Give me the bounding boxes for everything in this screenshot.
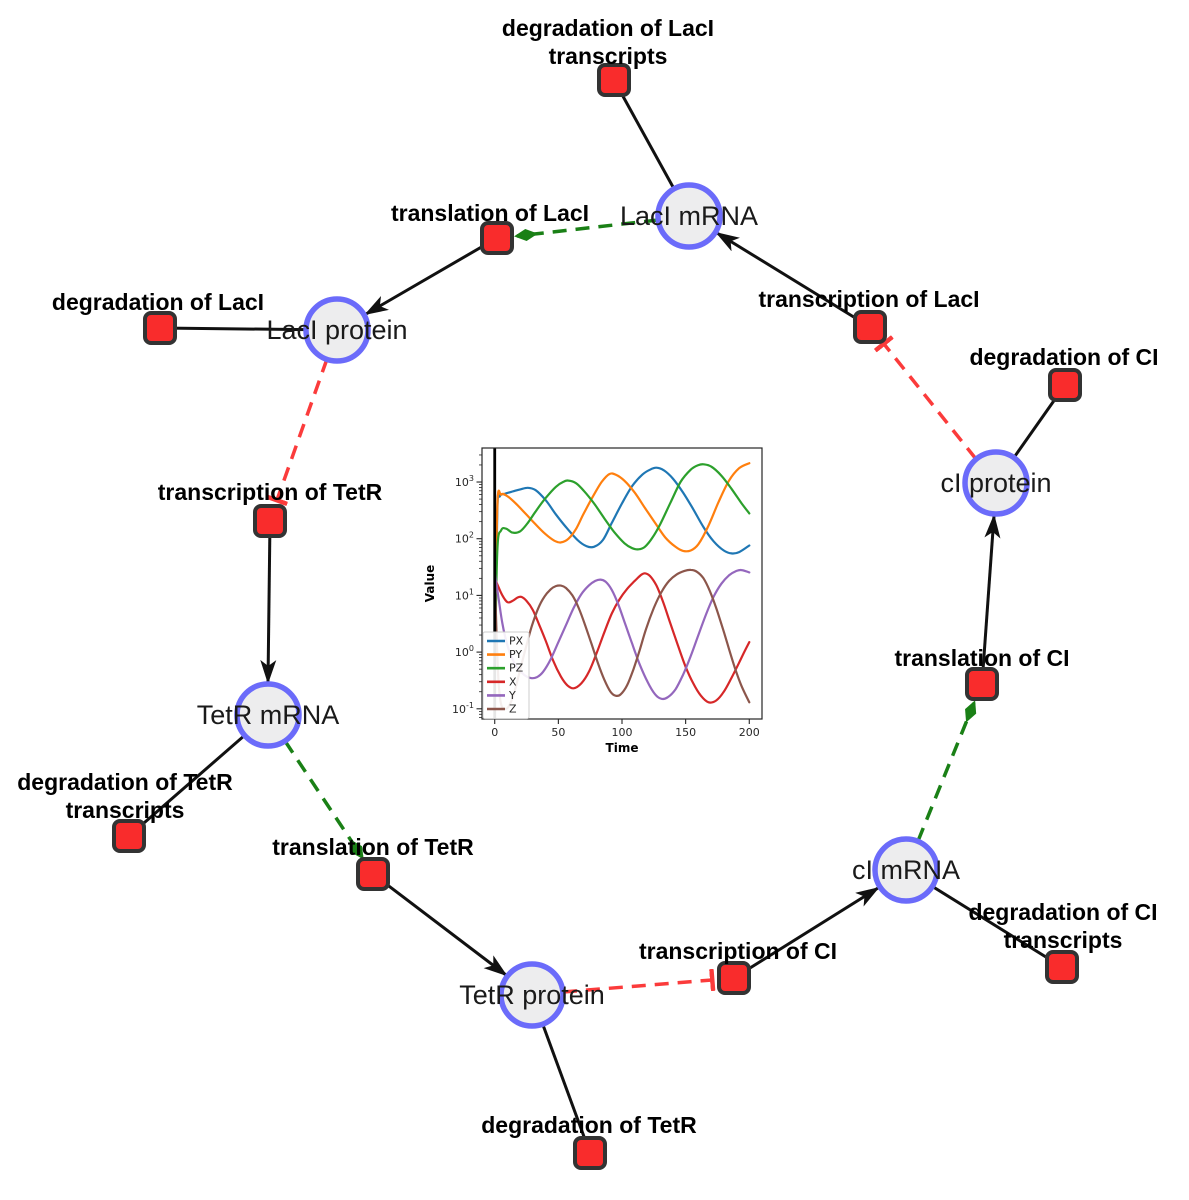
reaction-label-deg-laci: degradation of LacI [52,289,264,315]
reaction-node-deg-tetr-transcripts[interactable] [112,819,146,853]
reaction-label-transcription-ci: transcription of CI [639,938,837,964]
x-tick-label: 50 [551,726,565,739]
species-node-ci-protein[interactable] [962,449,1030,517]
legend-label-Y: Y [508,689,516,702]
species-label-tetr-mrna: TetR mRNA [197,700,340,730]
edge-tetr-mrna-to-translation-tetr[interactable] [283,740,364,860]
reaction-node-transcription-laci[interactable] [853,310,887,344]
edge-ci-protein-inhibits-transcription-laci[interactable] [874,335,978,461]
reaction-node-transcription-tetr[interactable] [253,504,287,538]
reaction-node-translation-laci[interactable] [480,221,514,255]
edge-translation-laci-to-laci-protein[interactable] [364,236,498,316]
reaction-node-deg-ci-transcripts[interactable] [1045,950,1079,984]
x-axis-label: Time [606,741,639,755]
edge-translation-tetr-to-tetr-protein[interactable] [372,872,508,977]
y-tick-label: 100 [455,644,474,659]
x-tick-label: 100 [612,726,633,739]
species-node-tetr-mrna[interactable] [234,681,302,749]
plot-line-PY [493,462,751,676]
species-node-tetr-protein[interactable] [498,961,566,1029]
reaction-node-deg-laci-transcripts[interactable] [597,63,631,97]
reaction-node-translation-ci[interactable] [965,667,999,701]
edge-transcription-tetr-to-tetr-mrna[interactable] [260,520,277,684]
reaction-node-deg-tetr[interactable] [573,1136,607,1170]
species-label-ci-mrna: cI mRNA [852,855,960,885]
reaction-label-deg-ci-transcripts: degradation of CI transcripts [968,899,1157,953]
x-tick-label: 150 [675,726,696,739]
reaction-node-deg-ci[interactable] [1048,368,1082,402]
reaction-label-deg-ci: degradation of CI [969,344,1158,370]
species-label-laci-protein: LacI protein [266,315,407,345]
reaction-label-transcription-laci: transcription of LacI [758,286,979,312]
edge-transcription-ci-to-ci-mrna[interactable] [733,886,880,980]
y-tick-label: 101 [455,587,474,602]
plot-frame [481,447,763,720]
edge-laci-protein-inhibits-transcription-tetr[interactable] [266,358,329,506]
reaction-label-translation-laci: translation of LacI [391,200,589,226]
reaction-node-translation-tetr[interactable] [356,857,390,891]
reaction-label-deg-laci-transcripts: degradation of LacI transcripts [502,15,714,69]
reaction-label-translation-tetr: translation of TetR [272,834,474,860]
legend-label-PY: PY [509,648,522,661]
y-tick-label: 102 [455,531,474,546]
legend-label-Z: Z [509,703,517,716]
plot-line-X [493,572,751,704]
y-tick-label: 10-1 [452,701,474,716]
y-tick-label: 103 [455,474,474,489]
species-label-laci-mrna: LacI mRNA [620,201,758,231]
reaction-label-deg-tetr-transcripts: degradation of TetR transcripts [17,769,233,823]
species-node-laci-protein[interactable] [303,296,371,364]
legend-label-X: X [509,675,517,688]
x-tick-label: 200 [739,726,760,739]
reaction-label-translation-ci: translation of CI [894,645,1069,671]
plot-line-PZ [493,463,751,676]
legend-label-PX: PX [509,635,524,648]
plot-series-group [493,462,751,711]
x-tick-label: 0 [491,726,498,739]
species-label-ci-protein: cI protein [940,468,1051,498]
species-node-laci-mrna[interactable] [655,182,723,250]
edge-transcription-laci-to-laci-mrna[interactable] [715,231,871,329]
edge-tetr-protein-inhibits-transcription-ci[interactable] [562,968,716,994]
legend-label-PZ: PZ [509,662,524,675]
reaction-label-deg-tetr: degradation of TetR [481,1112,697,1138]
y-axis-label: Value [423,565,437,603]
species-node-ci-mrna[interactable] [872,836,940,904]
edge-translation-ci-to-ci-protein[interactable] [980,514,1001,685]
species-label-tetr-protein: TetR protein [459,980,605,1010]
reaction-node-transcription-ci[interactable] [717,961,751,995]
edge-laci-mrna-to-translation-laci[interactable] [514,218,659,241]
edge-ci-mrna-to-translation-ci[interactable] [916,700,977,842]
reaction-node-deg-laci[interactable] [143,311,177,345]
reaction-label-transcription-tetr: transcription of TetR [158,479,383,505]
